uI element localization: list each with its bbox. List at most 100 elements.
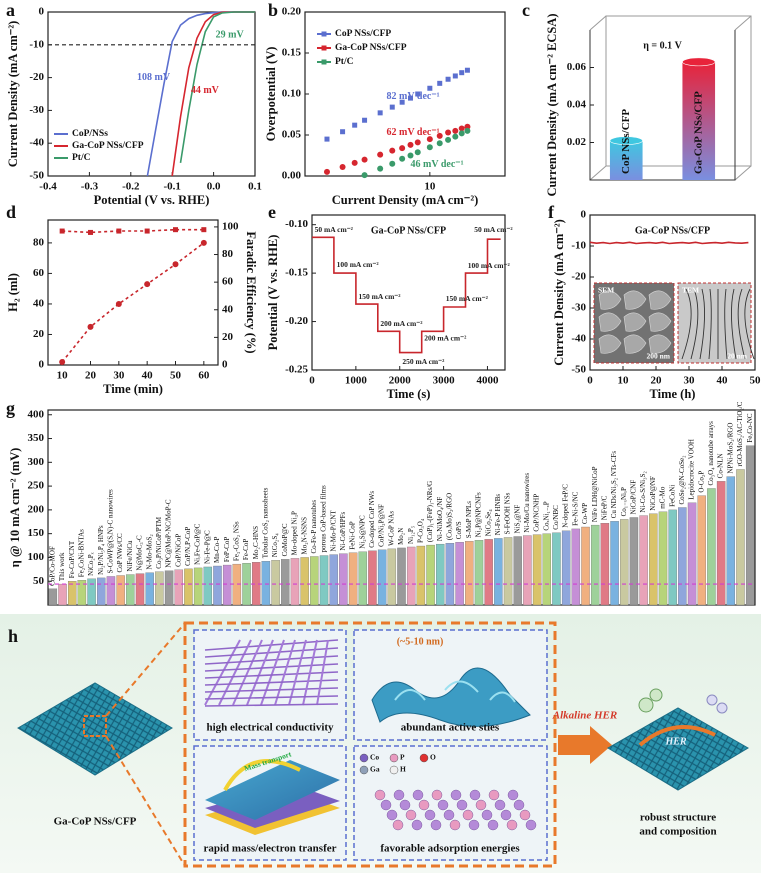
mesh-fiber bbox=[204, 687, 339, 693]
category-label: Fe₃-CoS₂ NSs bbox=[232, 521, 240, 561]
bar bbox=[494, 538, 503, 606]
bar bbox=[416, 545, 426, 606]
bar bbox=[600, 523, 610, 606]
h2-bubble bbox=[716, 702, 728, 714]
y-axis-label: Potential (V vs. RHE) bbox=[266, 235, 280, 351]
annotation: 150 mA cm⁻² bbox=[358, 292, 401, 301]
bar bbox=[116, 575, 125, 606]
chart-title: Ga-CoP NSs/CFP bbox=[371, 225, 446, 236]
inset-image: SEM 200 nm bbox=[593, 282, 675, 364]
box-edge bbox=[734, 165, 752, 181]
transport-arrow bbox=[223, 759, 301, 791]
bar bbox=[474, 540, 484, 606]
panel-letter: b bbox=[268, 0, 278, 20]
bar bbox=[590, 524, 600, 606]
mesh-fiber bbox=[302, 639, 318, 706]
x-tick-label: 60 bbox=[198, 370, 210, 382]
annotation: 100 mA cm⁻² bbox=[468, 261, 511, 270]
conductive-network bbox=[204, 639, 339, 707]
bar bbox=[532, 534, 542, 606]
x-axis-label: Time (h) bbox=[650, 387, 696, 401]
atom bbox=[494, 799, 506, 811]
bar bbox=[135, 573, 145, 606]
bar bbox=[77, 580, 87, 606]
material-right bbox=[607, 707, 749, 791]
mesh-fiber bbox=[246, 639, 274, 706]
category-label: Ni-Co-S/Ni₃S₂ bbox=[639, 471, 647, 513]
atom-key-label: O bbox=[430, 753, 436, 762]
legend-label: CoP NSs/CFP bbox=[335, 29, 391, 39]
atom-key bbox=[359, 753, 369, 763]
category-label: Mo-doped Ni₃P bbox=[291, 511, 299, 555]
point bbox=[59, 358, 66, 365]
y-tick-label: 0.20 bbox=[282, 6, 302, 18]
box-edge bbox=[589, 165, 607, 181]
category-label: Ni-Fe-P HNBs bbox=[494, 494, 502, 536]
point bbox=[407, 152, 414, 159]
bar bbox=[58, 583, 67, 606]
bar bbox=[406, 546, 416, 606]
panel-letter: g bbox=[6, 398, 15, 418]
bar bbox=[329, 554, 338, 606]
y-tick-label: 0.10 bbox=[282, 88, 302, 100]
point bbox=[459, 70, 465, 76]
category-label: Ni₂P@NPCNFs bbox=[475, 492, 483, 537]
category-label: CoP/NCNHP bbox=[533, 494, 541, 532]
fiber-texture bbox=[744, 288, 755, 360]
category-label: CoP/Ni₂P@NF bbox=[378, 504, 386, 547]
mesh-fiber bbox=[204, 679, 339, 686]
category-label: NiCoP@NF bbox=[649, 476, 657, 511]
fiber-texture bbox=[690, 288, 699, 360]
bar bbox=[736, 469, 745, 606]
point bbox=[436, 132, 443, 139]
point bbox=[445, 136, 452, 143]
category-label: NiFe/NiCu bbox=[126, 540, 134, 572]
point bbox=[115, 300, 122, 307]
reactant-molecule bbox=[649, 688, 663, 702]
bar bbox=[126, 574, 135, 606]
x-tick-label: 4000 bbox=[476, 375, 499, 387]
category-label: NiCoP/CNF bbox=[630, 480, 638, 515]
atom bbox=[456, 799, 468, 811]
x-tick-label: 30 bbox=[113, 370, 125, 382]
y-tick-label: 60 bbox=[33, 267, 45, 279]
point bbox=[426, 136, 433, 143]
mesh-fiber bbox=[232, 639, 263, 706]
point bbox=[452, 127, 459, 134]
category-label: NiCo₂Pₓ bbox=[87, 551, 95, 576]
mesh-fiber bbox=[204, 671, 339, 679]
annotation: 150 mA cm⁻² bbox=[446, 294, 489, 303]
chart-title: η = 0.1 V bbox=[643, 40, 682, 51]
point bbox=[323, 168, 330, 175]
bar-top bbox=[609, 136, 643, 145]
atom bbox=[468, 819, 480, 831]
point bbox=[452, 73, 458, 79]
category-label: N-Mo-MoS₂ bbox=[145, 534, 153, 570]
series-line bbox=[589, 241, 749, 245]
category-label: Fe-Ni-S/NC bbox=[571, 491, 579, 526]
mesh-fiber bbox=[204, 655, 339, 665]
atom bbox=[481, 809, 493, 821]
mesh-fiber bbox=[274, 639, 296, 706]
bar bbox=[542, 533, 551, 606]
category-label: CoP/S bbox=[455, 521, 463, 539]
category-label: Fe-CoP bbox=[242, 539, 250, 561]
x-tick-label: -0.2 bbox=[122, 181, 140, 193]
h2-bubble bbox=[706, 694, 718, 706]
category-label: This work bbox=[58, 552, 66, 581]
box-edge bbox=[734, 15, 752, 31]
mesh-fiber bbox=[204, 663, 339, 672]
point bbox=[458, 130, 465, 137]
feature-label: favorable adsorption energies bbox=[380, 843, 520, 855]
fiber-texture bbox=[699, 288, 706, 360]
bar bbox=[339, 553, 348, 606]
y-tick-label: 150 bbox=[28, 527, 45, 539]
category-label: S-MoP NPLs bbox=[465, 501, 473, 539]
y-tick-label: -40 bbox=[29, 137, 44, 149]
panel-letter: f bbox=[548, 202, 555, 222]
x-axis-label: Potential (V vs. RHE) bbox=[94, 193, 210, 207]
point bbox=[144, 228, 150, 234]
point bbox=[452, 133, 459, 140]
atom bbox=[507, 789, 519, 801]
annotation: 250 mA cm⁻² bbox=[402, 357, 445, 366]
